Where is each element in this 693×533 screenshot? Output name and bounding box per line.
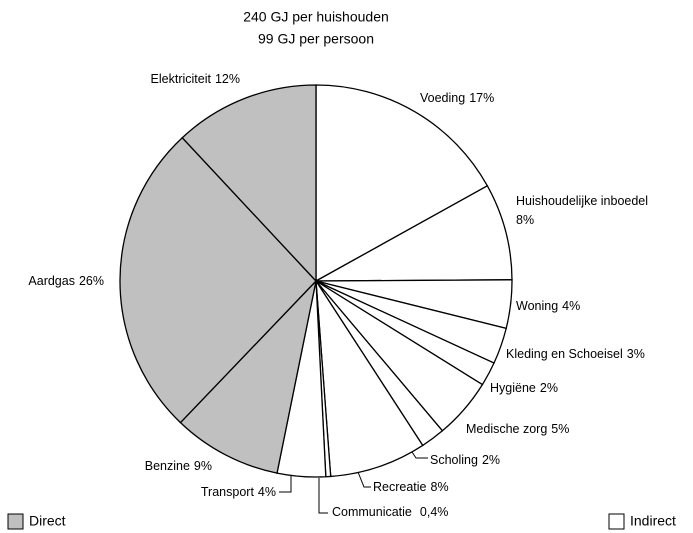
slice-name: Voeding	[420, 91, 465, 105]
slice-label: Communicatie 0,4%	[332, 505, 448, 519]
slice-value: 8%	[431, 480, 449, 494]
slice-name: Recreatie	[373, 480, 427, 494]
pie-slice	[119, 136, 317, 424]
slice-name: Elektriciteit	[151, 72, 212, 86]
slice-value: 4%	[562, 299, 580, 313]
legend-label: Indirect	[630, 513, 676, 529]
slice-label: Transport 4%	[201, 485, 276, 499]
legend-label: Direct	[29, 513, 66, 529]
pie-slice	[315, 280, 424, 478]
pie-slice	[315, 84, 489, 283]
slice-name: Kleding en Schoeisel	[506, 347, 623, 361]
slice-value: 12%	[215, 72, 240, 86]
slice-name: Scholing	[430, 453, 478, 467]
slice-label: Scholing 2%	[430, 453, 500, 467]
slice-label: Voeding 17%	[420, 91, 494, 105]
slice-name: Medische zorg	[466, 422, 547, 436]
slice-value: 17%	[469, 91, 494, 105]
slice-value: 4%	[258, 485, 276, 499]
leader-line	[357, 471, 371, 488]
slice-name: Hygiëne	[490, 381, 536, 395]
legend-swatch	[7, 513, 24, 530]
leader-line	[318, 478, 328, 514]
slice-label: Woning 4%	[516, 299, 580, 313]
slice-name: Huishoudelijke inboedel	[516, 194, 648, 208]
slice-value: 8%	[516, 213, 534, 227]
pie-slice	[315, 184, 513, 282]
slice-value: 9%	[194, 459, 212, 473]
slice-name: Aardgas	[28, 274, 75, 288]
slice-label: Medische zorg 5%	[466, 422, 569, 436]
slice-label: Benzine 9%	[145, 459, 212, 473]
slice-name: Transport	[201, 485, 255, 499]
slice-value: 0,4%	[420, 505, 449, 519]
slice-name: Benzine	[145, 459, 190, 473]
slice-value: 3%	[627, 347, 645, 361]
slice-value: 26%	[79, 274, 104, 288]
slice-label: Hygiëne 2%	[490, 381, 558, 395]
slice-value: 2%	[482, 453, 500, 467]
pie-slice	[181, 84, 317, 283]
pie-slice	[179, 278, 318, 474]
slice-label: Kleding en Schoeisel 3%	[506, 347, 645, 361]
slice-value: 5%	[551, 422, 569, 436]
slice-label: Recreatie 8%	[373, 480, 449, 494]
slice-label: Huishoudelijke inboedel 8%	[516, 194, 648, 227]
leader-line	[279, 473, 292, 493]
chart-subtitle: 99 GJ per persoon	[258, 31, 374, 47]
slice-value: 2%	[540, 381, 558, 395]
slice-label: Elektriciteit 12%	[151, 72, 240, 86]
legend-swatch	[608, 513, 625, 530]
slice-label: Aardgas 26%	[28, 274, 104, 288]
slice-name: Communicatie	[332, 505, 412, 519]
chart-title: 240 GJ per huishouden	[243, 9, 389, 25]
slice-name: Woning	[516, 299, 558, 313]
